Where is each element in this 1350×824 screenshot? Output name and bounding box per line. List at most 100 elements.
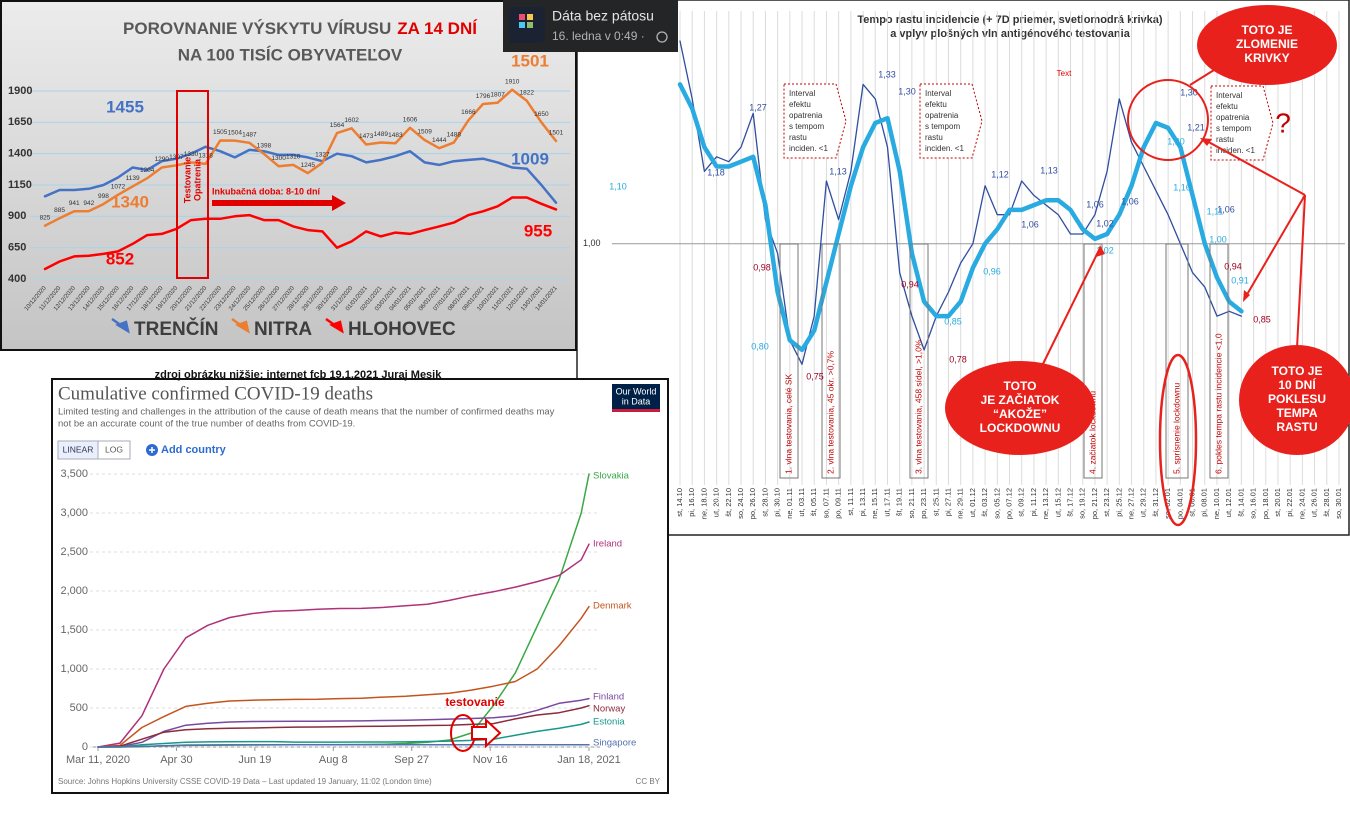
x-tick-label: št, 31.12 bbox=[1151, 488, 1160, 517]
chart-title: Cumulative confirmed COVID-19 deaths bbox=[58, 383, 373, 404]
post-time[interactable]: 16. ledna v 0:49 · bbox=[552, 29, 645, 43]
page-name[interactable]: Dáta bez pátosu bbox=[552, 8, 654, 24]
callout-text: ZLOMENIE bbox=[1236, 37, 1298, 51]
series-line bbox=[679, 40, 1243, 365]
series-line bbox=[43, 145, 558, 204]
x-tick-label: št, 28.01 bbox=[1322, 488, 1331, 517]
data-label: 1564 bbox=[330, 122, 345, 129]
x-tick-label: ut, 26.01 bbox=[1310, 488, 1319, 517]
x-tick-label: st, 23.12 bbox=[1102, 488, 1111, 517]
interval-text: inciden. <1 bbox=[925, 144, 964, 153]
point-label: 1,06 bbox=[1021, 219, 1039, 229]
point-label: 1,10 bbox=[609, 181, 627, 191]
logo-text[interactable]: in Data bbox=[622, 396, 651, 406]
data-label: 1318 bbox=[198, 153, 213, 160]
box-label: Testovanie bbox=[182, 157, 192, 203]
callout-text: 10 DNÍ bbox=[1278, 377, 1316, 392]
data-label: 1504 bbox=[228, 129, 243, 136]
phase-label: 6. pokles tempa rastu incidencie <1,0 bbox=[1213, 333, 1223, 474]
value-annotation: 1501 bbox=[511, 51, 549, 70]
x-tick-label: ne, 13.12 bbox=[1041, 488, 1050, 519]
interval-text: efektu bbox=[925, 100, 947, 109]
phase-box bbox=[1083, 243, 1103, 479]
x-tick-label: po, 09.11 bbox=[834, 488, 843, 519]
data-label: 1505 bbox=[213, 129, 228, 136]
arrow-label: Inkubačná doba: 8-10 dní bbox=[212, 186, 321, 196]
growth-chart: Tempo rastu incidencie (+ 7D priemer, sv… bbox=[576, 0, 1350, 536]
x-tick-label: Mar 11, 2020 bbox=[66, 754, 130, 766]
interval-box bbox=[1210, 85, 1274, 161]
callout-text: TEMPA bbox=[1276, 406, 1317, 420]
log-button-label[interactable]: LOG bbox=[105, 444, 123, 454]
x-tick-label: ut, 03.11 bbox=[797, 488, 806, 517]
x-tick-label: pi, 16.10 bbox=[687, 488, 696, 517]
x-tick-label: pi, 13.11 bbox=[858, 488, 867, 516]
interval-text: inciden. <1 bbox=[1216, 146, 1255, 155]
data-label: 1483 bbox=[388, 132, 403, 139]
point-label: 1,21 bbox=[1187, 122, 1205, 132]
x-tick-label: Apr 30 bbox=[160, 754, 192, 766]
chart-title: Tempo rastu incidencie (+ 7D priemer, sv… bbox=[857, 14, 1162, 26]
globe-icon bbox=[656, 31, 668, 43]
x-tick-label: po, 04.01 bbox=[1175, 488, 1184, 519]
legend-swatch bbox=[231, 317, 250, 334]
source: Source: Johns Hopkins University CSSE CO… bbox=[58, 777, 432, 786]
phase-box bbox=[1209, 243, 1229, 479]
data-label: 1204 bbox=[140, 167, 155, 174]
x-tick-label: ut, 01.12 bbox=[968, 488, 977, 517]
phase-box bbox=[1165, 243, 1189, 479]
point-label: 1,02 bbox=[1096, 218, 1114, 228]
value-annotation: 955 bbox=[524, 221, 552, 240]
interval-box bbox=[919, 83, 983, 159]
point-label: 0,96 bbox=[983, 266, 1001, 276]
point-label: 1,33 bbox=[878, 69, 896, 79]
x-tick-label: ne, 10.01 bbox=[1212, 488, 1221, 519]
chart-frame bbox=[0, 0, 577, 351]
logo[interactable] bbox=[612, 384, 660, 412]
linear-button-label[interactable]: LINEAR bbox=[63, 444, 94, 454]
series-line bbox=[97, 721, 590, 748]
callout-text: KRIVKY bbox=[1244, 51, 1289, 65]
x-tick-label: št, 19.11 bbox=[895, 488, 904, 516]
incidence-chart: POROVNANIE VÝSKYTU VÍRUSU ZA 14 DNÍ NA 10… bbox=[0, 0, 577, 351]
y-tick-label: 1,00 bbox=[583, 238, 601, 248]
phase-label: 5. sprísnenie lockdownu bbox=[1171, 383, 1181, 474]
series-line bbox=[97, 704, 590, 748]
point-label: 1,18 bbox=[707, 167, 725, 177]
callout-text: TOTO JE bbox=[1242, 23, 1293, 37]
x-tick-label: pi, 11.12 bbox=[1029, 488, 1038, 516]
callout bbox=[1239, 345, 1350, 455]
y-tick-label: 500 bbox=[70, 702, 88, 714]
series-label: Estonia bbox=[593, 717, 625, 728]
add-icon-plus[interactable] bbox=[149, 447, 155, 453]
legend-label: NITRA bbox=[254, 319, 312, 340]
interval-text: s tempom bbox=[1216, 124, 1251, 133]
x-tick-label: st, 06.01 bbox=[1188, 488, 1197, 517]
callout-text: “AKOŽE” bbox=[993, 406, 1047, 421]
x-tick-label: Aug 8 bbox=[319, 754, 348, 766]
callout-text: TOTO JE bbox=[1272, 364, 1323, 378]
y-tick-label: 1650 bbox=[8, 116, 32, 128]
y-tick-label: 1400 bbox=[8, 148, 32, 160]
chart-subtitle: not be an accurate count of the true num… bbox=[58, 419, 355, 430]
logo-text[interactable]: Our World bbox=[616, 386, 657, 396]
log-button[interactable] bbox=[97, 440, 131, 460]
add-country[interactable]: Add country bbox=[161, 444, 227, 456]
y-tick-label: 3,500 bbox=[60, 468, 88, 480]
y-tick-label: 1900 bbox=[8, 85, 32, 97]
x-tick-label: ut, 15.12 bbox=[1053, 488, 1062, 517]
interval-text: efektu bbox=[1216, 102, 1238, 111]
x-tick-label: pi, 27.11 bbox=[943, 488, 952, 516]
x-tick-label: so, 02.01 bbox=[1163, 488, 1172, 519]
chart-subtitle: NA 100 TISÍC OBYVATEĽOV bbox=[178, 45, 403, 64]
legend-swatch bbox=[111, 317, 130, 334]
deaths-chart: Cumulative confirmed COVID-19 deaths Lim… bbox=[51, 378, 669, 794]
callout-text: RASTU bbox=[1276, 420, 1317, 434]
value-annotation: 1455 bbox=[106, 97, 144, 116]
point-label: 0,91 bbox=[1231, 275, 1249, 285]
interval-text: Interval bbox=[789, 89, 815, 98]
legend-swatch bbox=[325, 317, 344, 334]
point-label: 1,06 bbox=[1086, 199, 1104, 209]
x-tick-label: ne, 18.10 bbox=[699, 488, 708, 519]
